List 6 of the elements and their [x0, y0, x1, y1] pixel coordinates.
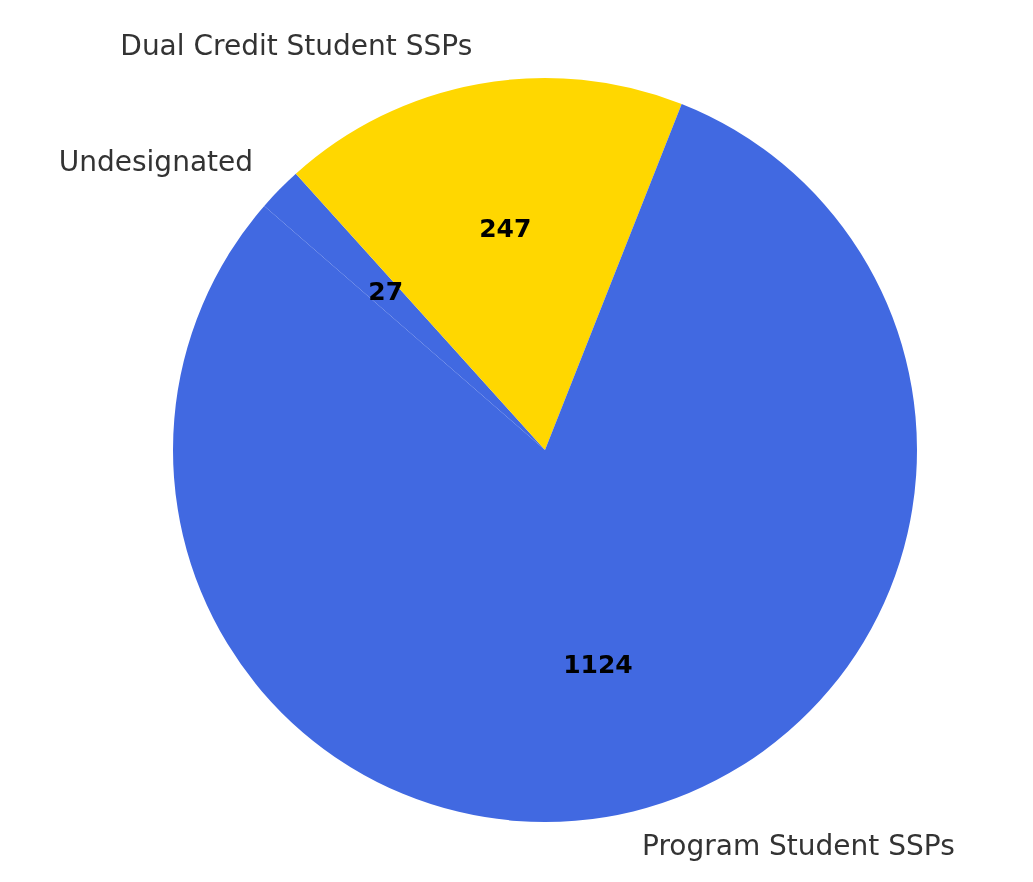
- data-label: 27: [368, 277, 404, 307]
- slice-label: Program Student SSPs: [642, 828, 955, 862]
- data-label: 1124: [563, 650, 633, 680]
- slice-label: Dual Credit Student SSPs: [120, 28, 473, 62]
- slice-label: Undesignated: [58, 144, 254, 178]
- data-label: 247: [479, 213, 532, 243]
